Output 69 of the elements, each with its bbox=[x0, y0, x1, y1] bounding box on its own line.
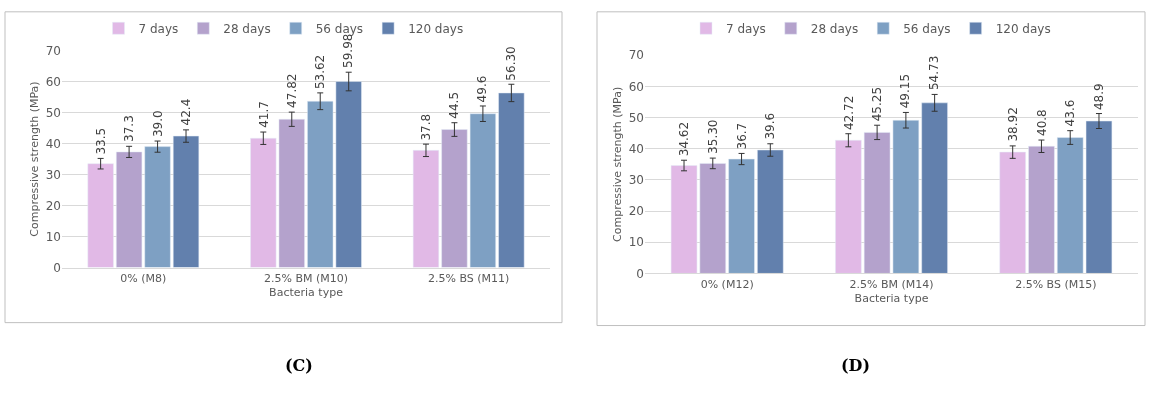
y-tick-label: 20 bbox=[628, 204, 644, 219]
data-label: 41.7 bbox=[256, 101, 271, 128]
data-label: 45.25 bbox=[869, 86, 884, 122]
text: (C) bbox=[285, 356, 313, 375]
y-tick-label: 10 bbox=[628, 235, 644, 250]
y-tick-label: 50 bbox=[628, 110, 644, 125]
data-label: 39.6 bbox=[763, 112, 778, 140]
data-label: 42.4 bbox=[178, 98, 193, 126]
data-label: 49.15 bbox=[898, 73, 913, 109]
data-label: 34.62 bbox=[676, 121, 691, 157]
y-tick-label: 10 bbox=[45, 229, 61, 244]
y-tick-label: 40 bbox=[45, 136, 61, 151]
bar bbox=[172, 135, 200, 268]
y-tick-label: 60 bbox=[628, 79, 644, 94]
legend-label: 56 days bbox=[315, 21, 364, 36]
y-tick-label: 30 bbox=[628, 173, 644, 188]
bar bbox=[835, 140, 862, 274]
y-tick-label: 0 bbox=[636, 266, 644, 281]
data-label: 40.8 bbox=[1034, 109, 1049, 136]
data-label: 53.62 bbox=[313, 54, 328, 90]
data-label: 47.82 bbox=[284, 73, 299, 108]
bar bbox=[1028, 146, 1055, 274]
bar bbox=[498, 92, 525, 268]
bar bbox=[728, 158, 755, 274]
data-label: 35.30 bbox=[705, 119, 720, 154]
data-label: 39.0 bbox=[151, 110, 166, 138]
bar bbox=[87, 163, 114, 268]
data-label: 44.5 bbox=[447, 91, 462, 119]
legend-label: 28 days bbox=[223, 21, 271, 36]
legend-label: 120 days bbox=[408, 21, 464, 36]
text: (D) bbox=[841, 356, 871, 375]
x-tick-label: 0% (M8) bbox=[120, 271, 167, 285]
legend-label: 28 days bbox=[810, 21, 859, 36]
legend-label: 7 days bbox=[726, 21, 766, 36]
y-axis-title: Compressive strength (MPa) bbox=[611, 86, 625, 242]
data-label: 42.72 bbox=[841, 95, 856, 131]
y-tick-label: 60 bbox=[45, 74, 61, 89]
data-label: 37.3 bbox=[122, 115, 137, 142]
x-axis-title: Bacteria type bbox=[854, 291, 929, 305]
data-label: 48.9 bbox=[1091, 83, 1106, 111]
x-tick-label: 2.5% BS (M11) bbox=[427, 271, 510, 285]
data-label: 43.6 bbox=[1063, 99, 1078, 127]
legend-label: 56 days bbox=[903, 21, 951, 36]
x-tick-label: 2.5% BS (M15) bbox=[1015, 277, 1097, 291]
x-tick-label: 0% (M12) bbox=[700, 277, 754, 291]
bar bbox=[757, 149, 784, 274]
legend-label: 120 days bbox=[995, 21, 1051, 36]
y-tick-label: 70 bbox=[45, 43, 61, 58]
x-axis-title: Bacteria type bbox=[269, 286, 344, 300]
data-label: 38.92 bbox=[1005, 107, 1020, 142]
y-tick-label: 50 bbox=[45, 105, 61, 120]
data-label: 33.5 bbox=[93, 127, 108, 155]
data-label: 37.8 bbox=[419, 113, 434, 141]
data-label: 54.73 bbox=[927, 55, 942, 91]
y-tick-label: 40 bbox=[628, 141, 644, 156]
data-label: 36.7 bbox=[734, 122, 749, 150]
y-tick-label: 0 bbox=[53, 260, 61, 275]
y-axis-title: Compressive strength (MPa) bbox=[28, 81, 42, 237]
bar bbox=[999, 151, 1026, 274]
x-tick-label: 2.5% BM (M14) bbox=[849, 277, 934, 291]
bar bbox=[412, 150, 440, 268]
bar bbox=[921, 102, 948, 274]
data-label: 56.30 bbox=[504, 46, 519, 81]
legend-label: 7 days bbox=[138, 21, 179, 36]
y-tick-label: 70 bbox=[628, 48, 644, 63]
data-label: 49.6 bbox=[475, 75, 490, 103]
y-tick-label: 30 bbox=[45, 167, 61, 182]
y-tick-label: 20 bbox=[45, 198, 61, 213]
x-tick-label: 2.5% BM (M10) bbox=[263, 271, 349, 285]
